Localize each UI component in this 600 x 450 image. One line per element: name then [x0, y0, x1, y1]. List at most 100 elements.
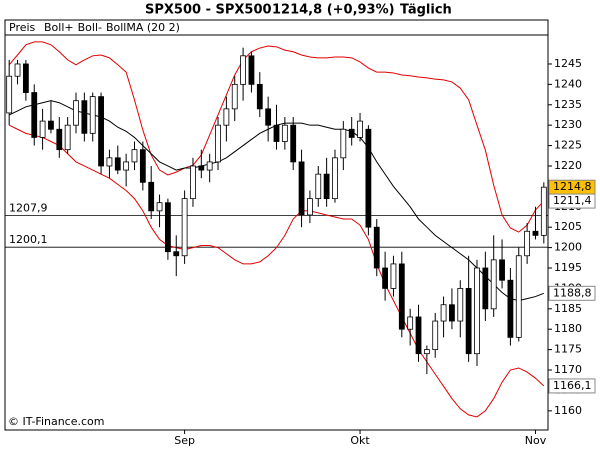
candle-body: [307, 198, 313, 216]
candle-body: [407, 316, 414, 330]
candle-body: [490, 259, 497, 310]
candle-body: [14, 63, 21, 77]
candle-body: [156, 202, 163, 212]
y-tick-label: 1235: [554, 98, 582, 111]
candle-body: [357, 120, 363, 138]
candle-body: [398, 263, 405, 330]
candle-body: [465, 288, 472, 355]
candle-body: [164, 202, 171, 253]
candle-body: [73, 100, 79, 126]
value-label: 1188,8: [553, 286, 592, 299]
candle-body: [365, 128, 372, 228]
candle-body: [89, 96, 96, 134]
value-label-box: [548, 193, 596, 209]
y-tick-label: 1225: [554, 139, 582, 152]
candle-body: [265, 108, 272, 126]
candle-body: [190, 165, 196, 200]
candle-body: [515, 255, 522, 338]
band-line: [8, 124, 545, 418]
candle-body: [524, 230, 531, 257]
candle-body: [215, 124, 221, 163]
candle-body: [273, 124, 280, 142]
y-tick-label: 1245: [554, 57, 582, 70]
horizontal-line-label: 1207,9: [9, 201, 48, 214]
y-tick-label: 1240: [554, 77, 582, 90]
candle-body: [432, 320, 439, 351]
candle-body: [540, 186, 547, 236]
quote: 1214,8 (+0,93%): [272, 3, 395, 18]
candle-body: [148, 181, 155, 212]
candle-body: [206, 161, 213, 171]
candle-body: [315, 173, 322, 200]
horizontal-line-label: 1200,1: [9, 233, 48, 246]
candle-body: [22, 63, 29, 93]
source: © IT-Finance.com: [8, 415, 105, 428]
y-tick-label: 1195: [554, 261, 582, 274]
candle-body: [98, 96, 104, 167]
candle-body: [423, 349, 430, 355]
candle-body: [256, 83, 263, 110]
candle-body: [298, 161, 305, 216]
legend-entry: BollMA (20 2): [106, 21, 180, 34]
candle-body: [173, 251, 180, 257]
candle-body: [440, 304, 447, 322]
chart-title: SPX500 - SPX500: [145, 3, 272, 18]
y-tick-label: 1185: [554, 302, 582, 315]
candle-body: [348, 128, 355, 138]
candle-body: [39, 120, 46, 138]
candle-body: [240, 55, 246, 85]
candle-body: [56, 128, 63, 151]
value-label-box: [548, 378, 596, 394]
frame: [4, 19, 549, 431]
y-tick-label: 1160: [554, 404, 582, 417]
candle-body: [482, 267, 489, 310]
value-label: 1211,4: [553, 194, 592, 207]
candle-body: [231, 83, 238, 110]
candle-body: [340, 128, 347, 159]
candle-body: [181, 198, 188, 257]
candle-body: [248, 55, 255, 85]
legend-entry: Boll-: [78, 21, 102, 34]
candle-body: [449, 304, 455, 322]
candle-body: [323, 173, 330, 200]
y-tick-label: 1200: [554, 241, 582, 254]
y-tick-label: 1170: [554, 363, 582, 376]
candle-body: [64, 124, 71, 151]
candle-body: [123, 161, 130, 171]
x-tick-label: Nov: [525, 434, 547, 447]
candle-body: [415, 316, 422, 355]
candle-body: [106, 157, 113, 167]
candle-body: [31, 92, 38, 138]
y-tick-label: 1230: [554, 118, 582, 131]
candle-body: [281, 124, 288, 142]
band-line: [8, 41, 545, 233]
candle-body: [382, 267, 389, 289]
candle-body: [48, 120, 54, 130]
candle-body: [139, 149, 146, 183]
candle-body: [81, 100, 88, 134]
value-label-box: [548, 285, 596, 301]
candle-body: [532, 230, 539, 236]
y-tick-label: 1220: [554, 159, 582, 172]
x-tick-label: Sep: [174, 434, 195, 447]
candle-body: [223, 108, 230, 126]
y-tick-label: 1205: [554, 220, 582, 233]
value-label: 1214,8: [553, 180, 592, 193]
legend-entry: Boll+: [44, 21, 74, 34]
candle-body: [198, 165, 205, 171]
candle-body: [6, 75, 13, 114]
candle-body: [290, 124, 297, 163]
candle-body: [114, 157, 121, 171]
period: Täglich: [400, 3, 452, 18]
candle-body: [373, 226, 380, 269]
candle-body: [474, 267, 480, 355]
price-label: Preis: [9, 21, 36, 34]
candle-body: [499, 259, 505, 281]
value-label: 1166,1: [553, 379, 592, 392]
candle-body: [131, 149, 138, 163]
y-tick-label: 1180: [554, 322, 582, 335]
candle-body: [390, 263, 397, 289]
candle-body: [332, 157, 338, 200]
candle-body: [507, 279, 514, 338]
